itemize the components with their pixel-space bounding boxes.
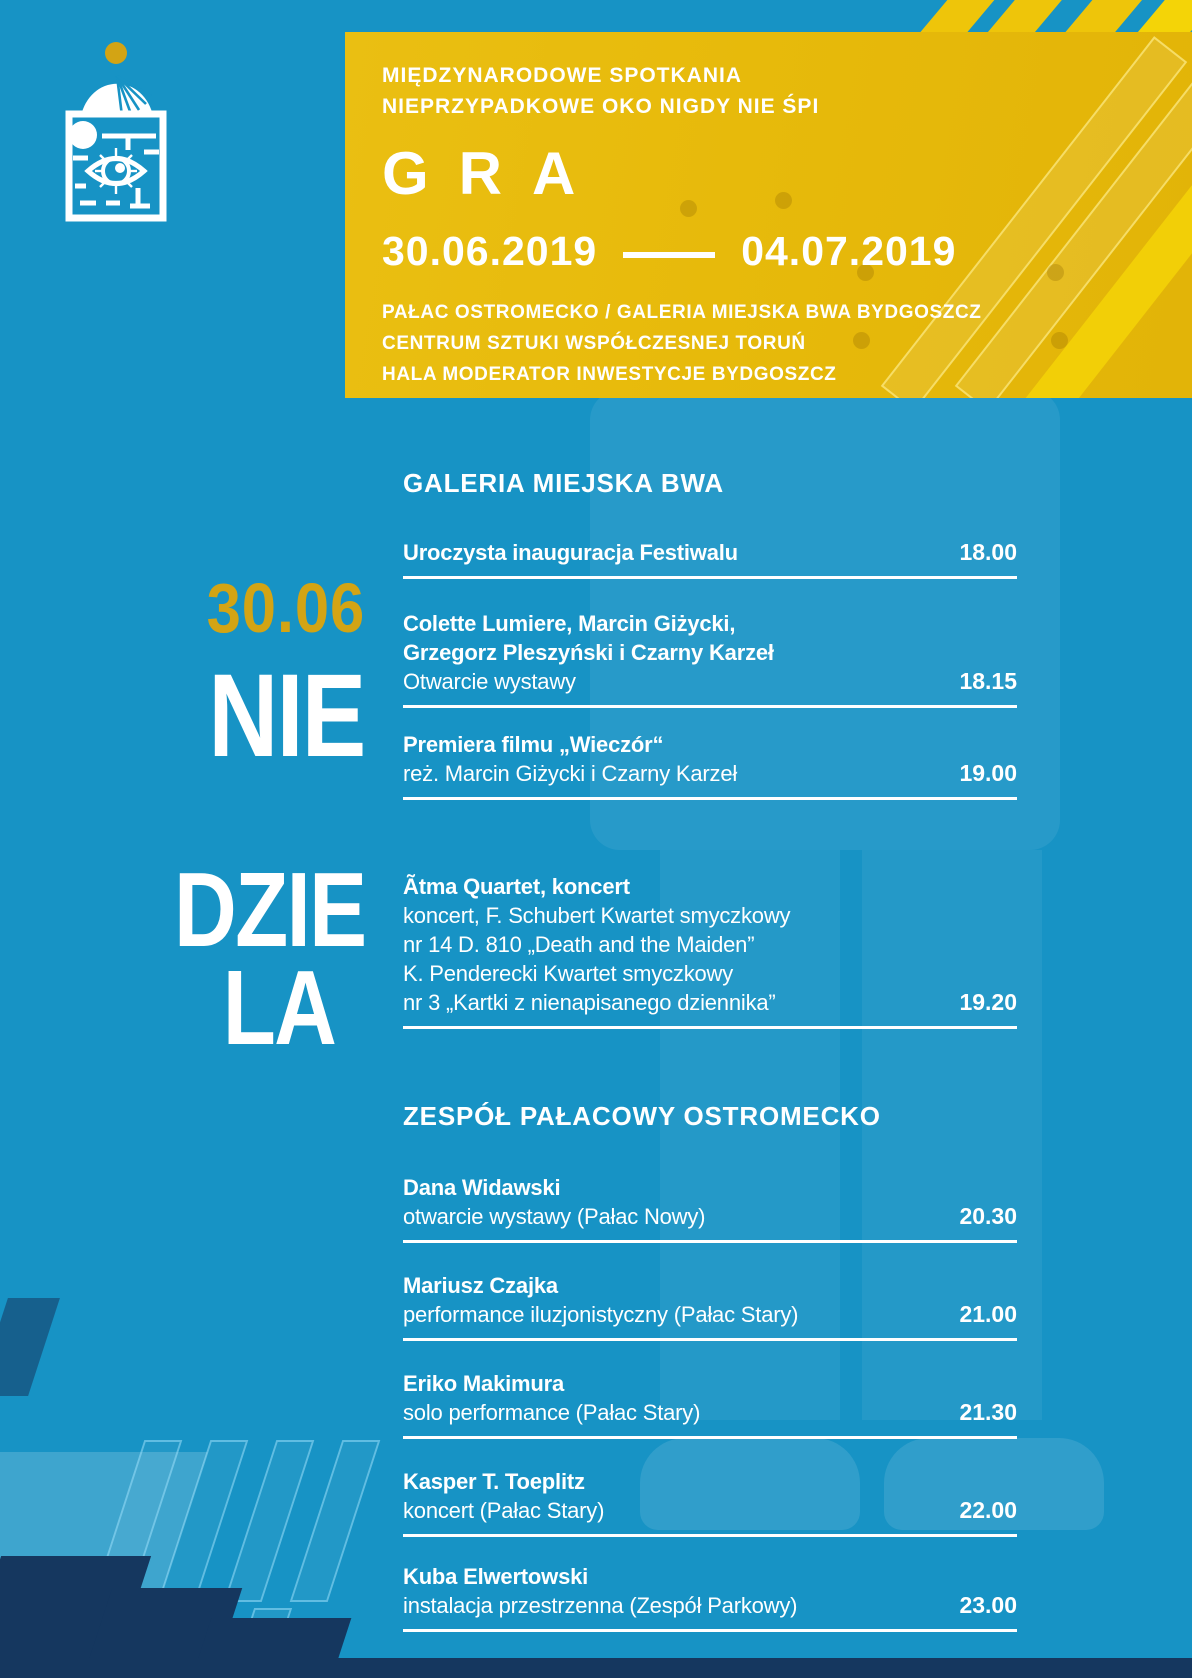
venue-line: HALA MODERATOR INWESTYCJE BYDGOSZCZ — [382, 364, 837, 385]
section-heading: ZESPÓŁ PAŁACOWY OSTROMECKO — [403, 1101, 881, 1131]
event-row: Kasper T. Toeplitz koncert (Pałac Stary)… — [403, 1467, 1017, 1537]
figure-torso-silhouette — [590, 390, 1060, 850]
event-title: Uroczysta inauguracja Festiwalu — [403, 540, 738, 565]
event-title: Premiera filmu „Wieczór“ — [403, 732, 664, 757]
festival-date-range: 30.06.2019 04.07.2019 — [382, 228, 1162, 275]
navy-slab-decor — [0, 1298, 60, 1396]
date-end: 04.07.2019 — [741, 228, 957, 274]
festival-eye-logo — [65, 42, 167, 222]
event-time: 18.15 — [959, 668, 1017, 694]
event-description: nr 14 D. 810 „Death and the Maiden” — [403, 932, 755, 957]
day-word-part: DZIE — [173, 851, 367, 969]
event-row: Uroczysta inauguracja Festiwalu 18.00 — [403, 538, 1017, 579]
section-heading: GALERIA MIEJSKA BWA — [403, 468, 724, 498]
event-description: koncert (Pałac Stary) — [403, 1498, 605, 1523]
event-description: K. Penderecki Kwartet smyczkowy — [403, 961, 734, 986]
event-row: Colette Lumiere, Marcin Giżycki, Grzegor… — [403, 609, 1017, 708]
event-title: Kasper T. Toeplitz — [403, 1469, 585, 1494]
uniform-button-decor — [1047, 264, 1064, 281]
event-row: Dana Widawski otwarcie wystawy (Pałac No… — [403, 1173, 1017, 1243]
festival-kicker-line2: NIEPRZYPADKOWE OKO NIGDY NIE ŚPI — [382, 95, 820, 118]
uniform-button-decor — [853, 332, 870, 349]
festival-kicker-line1: MIĘDZYNARODOWE SPOTKANIA — [382, 64, 742, 87]
date-start: 30.06.2019 — [382, 228, 598, 274]
event-row: Ãtma Quartet, koncert koncert, F. Schube… — [403, 872, 1017, 1029]
venue-line: PAŁAC OSTROMECKO / GALERIA MIEJSKA BWA B… — [382, 302, 982, 323]
event-time: 22.00 — [959, 1497, 1017, 1523]
figure-right-shoe-silhouette — [884, 1438, 1104, 1530]
event-description: nr 3 „Kartki z nienapisanego dziennika” — [403, 990, 776, 1015]
date-range-dash — [623, 251, 716, 258]
event-time: 19.20 — [959, 989, 1017, 1015]
day-word-part: LA — [222, 949, 336, 1067]
event-description: instalacja przestrzenna (Zespół Parkowy) — [403, 1593, 798, 1618]
uniform-button-decor — [680, 200, 697, 217]
day-date: 30.06 — [206, 569, 365, 647]
event-title: Grzegorz Pleszyński i Czarny Karzeł — [403, 640, 774, 665]
event-title: Ãtma Quartet, koncert — [403, 874, 630, 899]
event-row: Mariusz Czajka performance iluzjonistycz… — [403, 1271, 1017, 1341]
uniform-button-decor — [1051, 332, 1068, 349]
event-description: Otwarcie wystawy — [403, 669, 576, 694]
day-word-part: NIE — [208, 650, 367, 782]
event-description: koncert, F. Schubert Kwartet smyczkowy — [403, 903, 791, 928]
logo-gold-dot — [105, 42, 127, 64]
event-time: 19.00 — [959, 760, 1017, 786]
bottom-navy-bar — [0, 1658, 1192, 1678]
header-banner: MIĘDZYNARODOWE SPOTKANIA NIEPRZYPADKOWE … — [345, 32, 1192, 398]
festival-title: GRA — [382, 140, 606, 207]
figure-right-leg-silhouette — [862, 850, 1042, 1420]
event-description: solo performance (Pałac Stary) — [403, 1400, 701, 1425]
event-description: otwarcie wystawy (Pałac Nowy) — [403, 1204, 706, 1229]
event-title: Mariusz Czajka — [403, 1273, 558, 1298]
event-time: 20.30 — [959, 1203, 1017, 1229]
event-title: Colette Lumiere, Marcin Giżycki, — [403, 611, 736, 636]
figure-left-leg-silhouette — [660, 850, 840, 1420]
event-row: Kuba Elwertowski instalacja przestrzenna… — [403, 1562, 1017, 1632]
uniform-button-decor — [857, 264, 874, 281]
event-title: Dana Widawski — [403, 1175, 561, 1200]
event-time: 18.00 — [959, 539, 1017, 565]
event-time: 21.30 — [959, 1399, 1017, 1425]
event-time: 21.00 — [959, 1301, 1017, 1327]
event-time: 23.00 — [959, 1592, 1017, 1618]
event-description: reż. Marcin Giżycki i Czarny Karzeł — [403, 761, 738, 786]
venue-line: CENTRUM SZTUKI WSPÓŁCZESNEJ TORUŃ — [382, 333, 806, 354]
event-title: Eriko Makimura — [403, 1371, 565, 1396]
event-row: Premiera filmu „Wieczór“ reż. Marcin Giż… — [403, 730, 1017, 800]
program-schedule: GALERIA MIEJSKA BWA Uroczysta inauguracj… — [403, 468, 1017, 1632]
event-title: Kuba Elwertowski — [403, 1564, 589, 1589]
figure-left-shoe-silhouette — [640, 1438, 860, 1530]
event-row: Eriko Makimura solo performance (Pałac S… — [403, 1369, 1017, 1439]
event-description: performance iluzjonistyczny (Pałac Stary… — [403, 1302, 799, 1327]
uniform-button-decor — [775, 192, 792, 209]
